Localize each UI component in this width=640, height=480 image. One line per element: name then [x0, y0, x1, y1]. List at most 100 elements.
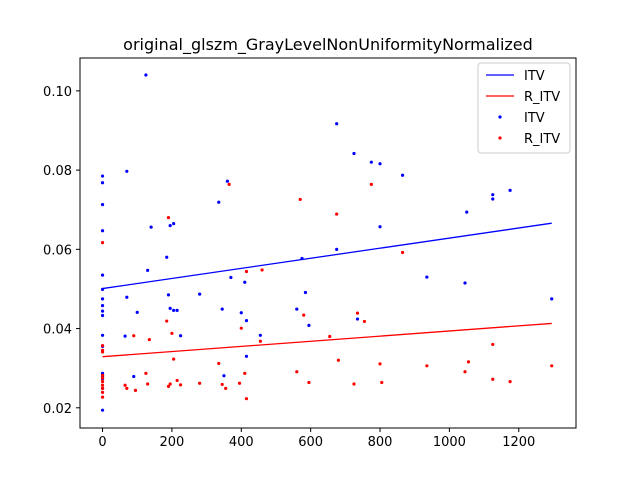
y-tick-label: 0.04 [43, 323, 72, 338]
point-r-itv [100, 383, 105, 387]
point-r-itv [258, 339, 262, 343]
point-itv [465, 210, 469, 214]
point-itv [335, 122, 339, 126]
point-r-itv [380, 380, 384, 385]
point-itv [378, 162, 382, 166]
point-r-itv [125, 386, 129, 390]
x-tick-label: 0 [98, 435, 106, 450]
point-r-itv [244, 397, 249, 401]
point-r-itv [165, 319, 169, 323]
x-tick-label: 1200 [502, 435, 535, 450]
point-itv [222, 374, 226, 378]
point-itv [125, 169, 129, 173]
y-tick-label: 0.08 [43, 164, 72, 179]
point-r-itv [362, 319, 367, 324]
point-r-itv [168, 382, 172, 386]
point-itv [100, 309, 105, 313]
legend-marker-swatch [498, 115, 502, 119]
point-itv [123, 334, 127, 338]
point-itv [425, 275, 429, 279]
point-itv [352, 151, 356, 156]
point-itv [144, 73, 148, 77]
point-r-itv [260, 268, 264, 272]
point-itv [100, 273, 105, 277]
chart-title: original_glszm_GrayLevelNonUniformityNor… [123, 35, 533, 55]
point-itv [100, 229, 105, 233]
point-r-itv [166, 384, 171, 389]
point-itv [100, 297, 105, 301]
point-r-itv [369, 182, 373, 186]
point-itv [125, 295, 129, 299]
point-r-itv [244, 269, 249, 274]
legend: ITV R_ITV ITV R_ITV [477, 62, 571, 154]
point-itv [220, 307, 224, 311]
point-itv [178, 334, 183, 338]
point-itv [100, 181, 105, 185]
point-r-itv [144, 371, 148, 375]
point-r-itv [123, 383, 127, 387]
legend-label: ITV [524, 111, 545, 126]
point-itv [307, 323, 311, 327]
point-itv [100, 408, 105, 412]
point-itv [198, 292, 202, 296]
point-itv [168, 306, 172, 310]
point-itv [172, 221, 176, 226]
point-r-itv [491, 377, 495, 381]
legend-label: R_ITV [524, 90, 560, 105]
point-r-itv [336, 358, 341, 362]
point-r-itv [227, 182, 231, 186]
point-itv [491, 193, 495, 197]
point-itv [100, 287, 105, 291]
point-r-itv [298, 197, 302, 202]
y-tick-label: 0.10 [43, 85, 72, 100]
x-tick-label: 600 [298, 435, 323, 450]
point-itv [400, 173, 405, 177]
point-r-itv [100, 376, 105, 380]
fit-line-r-itv [102, 322, 552, 358]
fit-lines [102, 222, 552, 358]
point-r-itv [175, 378, 179, 383]
point-itv [100, 333, 105, 337]
point-r-itv [170, 331, 174, 335]
point-r-itv [146, 382, 150, 386]
point-r-itv [100, 386, 105, 390]
y-tick-label: 0.02 [43, 402, 72, 417]
point-itv [355, 317, 360, 321]
point-itv [335, 247, 339, 251]
point-r-itv [400, 250, 405, 255]
point-r-itv [172, 357, 176, 361]
point-r-itv [295, 370, 299, 374]
point-r-itv [220, 382, 224, 387]
point-itv [100, 174, 105, 178]
point-r-itv [328, 334, 332, 339]
point-r-itv [463, 370, 467, 374]
legend-label: R_ITV [524, 132, 560, 147]
point-r-itv [307, 380, 311, 385]
point-r-itv [224, 386, 228, 390]
point-itv [100, 313, 105, 318]
x-tick-label: 400 [229, 435, 254, 450]
point-itv [508, 188, 512, 192]
point-r-itv [302, 313, 306, 317]
point-itv [550, 297, 554, 301]
point-itv [166, 293, 171, 297]
point-r-itv [508, 380, 512, 384]
point-itv [243, 280, 247, 284]
point-itv [229, 275, 233, 280]
point-r-itv [335, 212, 339, 216]
point-itv [303, 290, 308, 295]
point-itv [149, 225, 153, 229]
point-r-itv [166, 216, 171, 220]
point-itv [217, 200, 221, 204]
point-itv [146, 268, 150, 272]
point-r-itv [178, 383, 183, 387]
point-itv [168, 223, 172, 228]
point-r-itv [100, 395, 105, 399]
x-tick-label: 200 [160, 435, 185, 450]
legend-marker-swatch [498, 136, 502, 140]
fit-line-itv [102, 222, 552, 290]
point-r-itv [425, 364, 429, 368]
point-r-itv [100, 241, 105, 245]
point-itv [225, 179, 230, 183]
